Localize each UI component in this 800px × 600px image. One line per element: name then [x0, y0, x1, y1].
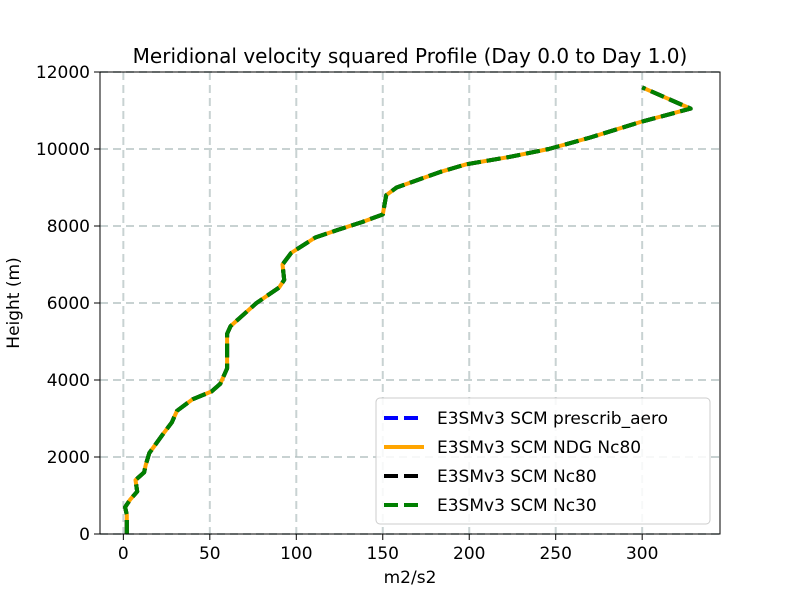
x-tick-label: 250 [539, 544, 571, 564]
x-tick-label: 50 [199, 544, 221, 564]
legend-label-2: E3SMv3 SCM NDG Nc80 [437, 438, 641, 458]
y-tick-label: 6000 [47, 294, 90, 314]
series-lines [123, 85, 693, 534]
x-axis-label: m2/s2 [384, 568, 437, 588]
y-tick-label: 2000 [47, 448, 90, 468]
axis-ticks: 0 50 100 150 200 250 300 0 2000 4000 6000 8000 10000… [36, 63, 658, 564]
y-tick-label: 0 [79, 525, 90, 545]
series-line-4 [123, 85, 693, 534]
y-tick-label: 8000 [47, 217, 90, 237]
y-tick-label: 12000 [36, 63, 90, 83]
legend-items: E3SMv3 SCM prescrib_aero E3SMv3 SCM NDG N… [384, 409, 668, 516]
x-tick-label: 200 [453, 544, 485, 564]
x-tick-label: 0 [118, 544, 129, 564]
y-axis-label: Height (m) [4, 257, 24, 348]
legend-box [375, 397, 711, 525]
x-tick-label: 300 [626, 544, 658, 564]
legend-label-1: E3SMv3 SCM prescrib_aero [437, 409, 668, 429]
y-tick-label: 4000 [47, 371, 90, 391]
chart-title: Meridional velocity squared Profile (Day… [133, 44, 688, 68]
legend-label-4: E3SMv3 SCM Nc30 [437, 496, 597, 516]
legend-label-3: E3SMv3 SCM Nc80 [437, 467, 597, 487]
y-tick-label: 10000 [36, 140, 90, 160]
x-tick-label: 150 [367, 544, 399, 564]
x-tick-label: 100 [280, 544, 312, 564]
legend: E3SMv3 SCM prescrib_aero E3SMv3 SCM NDG N… [375, 397, 711, 525]
